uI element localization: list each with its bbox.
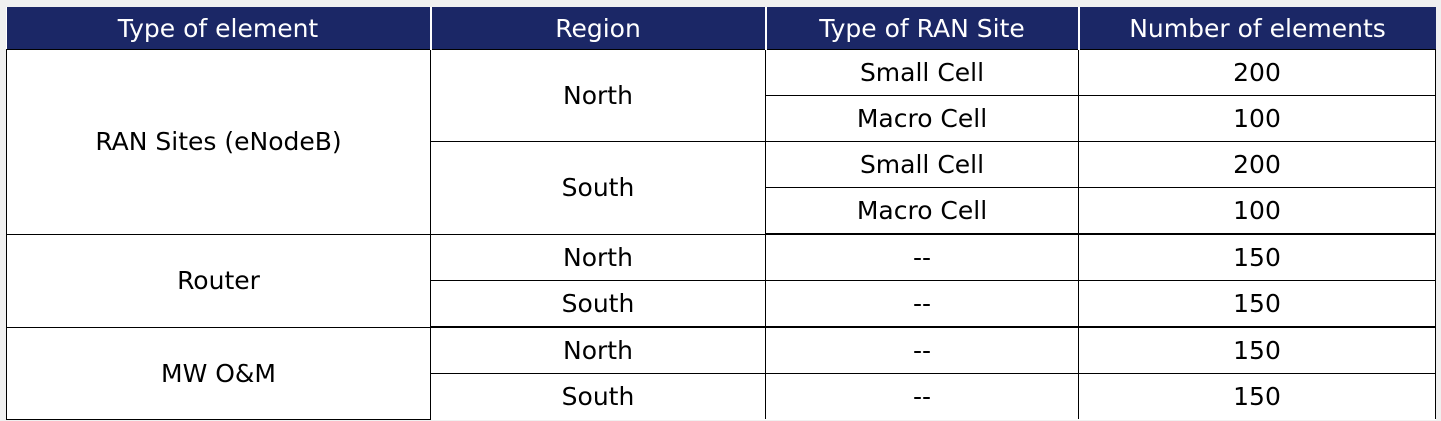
region-cell: South <box>430 141 766 235</box>
region-cell: North <box>430 49 766 142</box>
ran-site-type-cell: -- <box>765 326 1079 374</box>
header-type-of-ran-site: Type of RAN Site <box>765 7 1080 50</box>
region-cell: North <box>430 326 766 374</box>
region-cell: North <box>430 233 766 281</box>
ran-site-type-cell: Small Cell <box>765 141 1079 188</box>
ran-site-type-cell: Small Cell <box>765 49 1079 96</box>
header-row: Type of element Region Type of RAN Site … <box>6 7 1436 50</box>
table-row: Macro Cell 100 <box>7 95 1436 142</box>
element-count-cell: 150 <box>1078 280 1436 328</box>
element-type-cell: MW O&M <box>6 326 431 420</box>
element-count-cell: 200 <box>1078 49 1436 96</box>
table-row: Macro Cell 100 <box>7 187 1436 235</box>
element-count-cell: 100 <box>1078 95 1436 142</box>
ran-site-type-cell: Macro Cell <box>765 187 1079 235</box>
region-cell: South <box>430 373 766 419</box>
header-region: Region <box>430 7 767 50</box>
region-cell: South <box>430 280 766 328</box>
table-row: South -- 150 <box>7 280 1436 328</box>
table-row: RAN Sites (eNodeB) North Small Cell 200 <box>6 49 1436 235</box>
table-row: South Small Cell 200 <box>7 141 1436 235</box>
table-row: Router North -- 150 <box>6 233 1436 328</box>
table-row: South -- 150 <box>7 373 1436 419</box>
ran-site-type-cell: -- <box>765 373 1079 419</box>
ran-site-type-cell: Macro Cell <box>765 95 1079 142</box>
table-header: Type of element Region Type of RAN Site … <box>6 7 1436 50</box>
table-row: MW O&M North -- 150 <box>6 326 1436 420</box>
element-type-cell: Router <box>6 233 431 328</box>
ran-site-type-cell: -- <box>765 233 1079 281</box>
ran-site-type-cell: -- <box>765 280 1079 328</box>
element-count-cell: 150 <box>1078 373 1436 419</box>
element-type-cell: RAN Sites (eNodeB) <box>6 49 431 235</box>
element-count-cell: 150 <box>1078 233 1436 281</box>
table-body: RAN Sites (eNodeB) North Small Cell 200 … <box>6 49 1436 420</box>
network-elements-table: Type of element Region Type of RAN Site … <box>6 7 1436 420</box>
element-count-cell: 150 <box>1078 326 1436 374</box>
header-number-of-elements: Number of elements <box>1078 7 1436 50</box>
header-type-of-element: Type of element <box>6 7 432 50</box>
element-count-cell: 200 <box>1078 141 1436 188</box>
element-count-cell: 100 <box>1078 187 1436 235</box>
